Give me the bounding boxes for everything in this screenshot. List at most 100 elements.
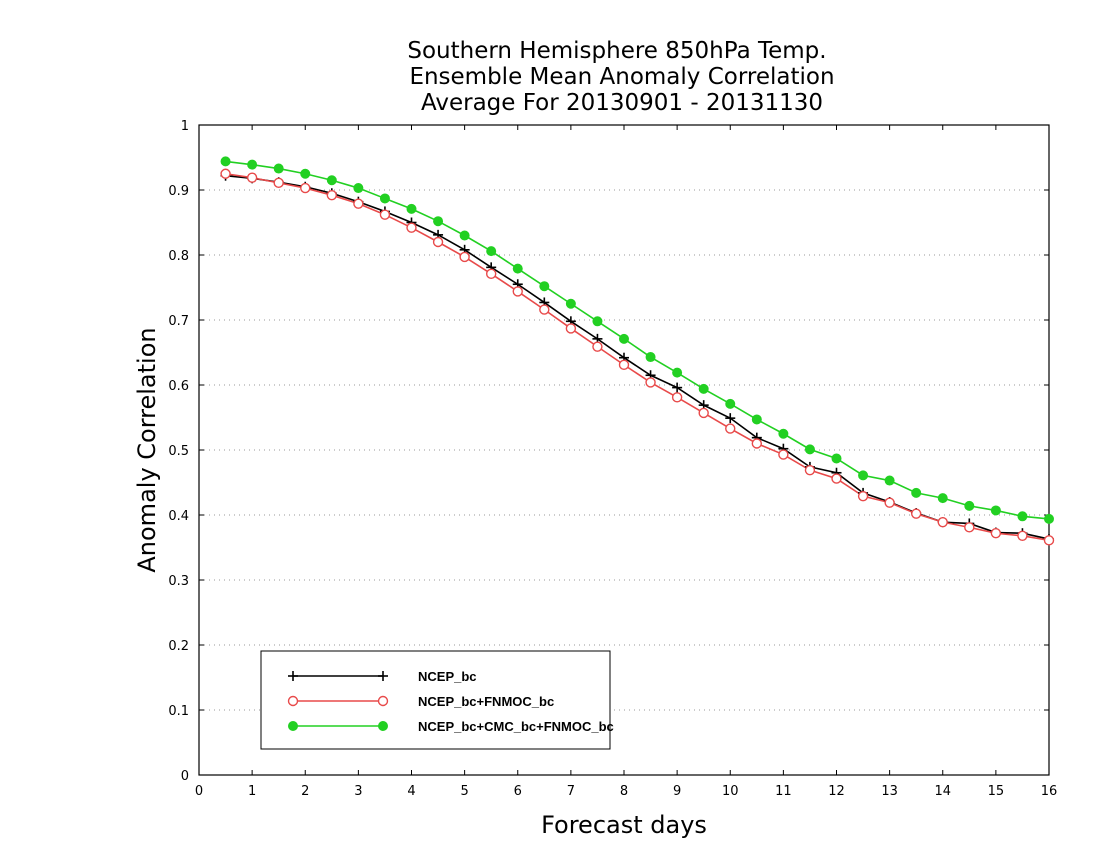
data-point bbox=[751, 438, 763, 449]
data-point bbox=[406, 203, 417, 214]
data-point bbox=[592, 341, 603, 352]
legend-marker bbox=[288, 671, 298, 681]
y-tick-label: 0.4 bbox=[168, 509, 189, 524]
x-tick-label: 1 bbox=[248, 784, 256, 799]
x-tick-label: 13 bbox=[881, 784, 898, 799]
data-point bbox=[645, 352, 656, 363]
legend-label-2: NCEP_bc+CMC_bc+FNMOC_bc bbox=[418, 719, 614, 734]
data-point bbox=[937, 493, 948, 504]
y-tick-label: 0.3 bbox=[168, 574, 189, 589]
data-point bbox=[725, 423, 736, 434]
data-point bbox=[1017, 530, 1028, 541]
x-tick-label: 4 bbox=[407, 784, 415, 799]
x-axis-label: Forecast days bbox=[541, 811, 707, 839]
chart-title: Southern Hemisphere 850hPa Temp. Ensembl… bbox=[407, 38, 834, 116]
data-point bbox=[858, 470, 869, 481]
series-line-1 bbox=[225, 172, 1050, 542]
data-point bbox=[326, 175, 337, 186]
x-tick-label: 2 bbox=[301, 784, 309, 799]
data-point bbox=[592, 316, 603, 327]
data-point bbox=[937, 516, 948, 528]
data-point bbox=[326, 189, 338, 201]
legend-label-1: NCEP_bc+FNMOC_bc bbox=[418, 694, 554, 709]
x-tick-label: 11 bbox=[775, 784, 792, 799]
x-tick-label: 14 bbox=[934, 784, 951, 799]
data-point bbox=[964, 522, 975, 533]
data-point bbox=[539, 304, 550, 315]
legend-marker bbox=[377, 695, 389, 707]
chart-title-line-1: Southern Hemisphere 850hPa Temp. bbox=[407, 38, 826, 64]
x-tick-label: 8 bbox=[620, 784, 628, 799]
y-axis-label: Anomaly Correlation bbox=[133, 327, 161, 572]
series-markers-0 bbox=[220, 170, 1054, 545]
data-point bbox=[831, 453, 842, 464]
data-point bbox=[432, 236, 444, 248]
grid-lines bbox=[199, 189, 1049, 711]
data-point bbox=[406, 222, 417, 233]
data-point bbox=[778, 428, 789, 439]
data-point bbox=[1017, 511, 1028, 522]
data-point bbox=[486, 246, 497, 257]
data-point bbox=[512, 263, 523, 274]
x-tick-label: 0 bbox=[195, 784, 203, 799]
data-point bbox=[672, 382, 683, 393]
data-point bbox=[619, 333, 629, 344]
x-tick-label: 12 bbox=[828, 784, 845, 799]
data-point bbox=[698, 383, 709, 394]
data-point bbox=[300, 182, 311, 194]
data-point bbox=[672, 367, 683, 378]
y-tick-label: 0.6 bbox=[168, 379, 189, 394]
data-point bbox=[353, 198, 364, 209]
data-point bbox=[539, 281, 550, 292]
x-tick-label: 6 bbox=[514, 784, 522, 799]
data-point bbox=[911, 487, 922, 498]
data-point bbox=[433, 216, 444, 227]
data-point bbox=[246, 172, 258, 183]
series-group bbox=[220, 156, 1055, 546]
data-point bbox=[778, 449, 789, 460]
series-markers-2 bbox=[220, 156, 1054, 524]
y-tick-label: 0.8 bbox=[168, 249, 189, 264]
series-markers-1 bbox=[220, 168, 1055, 546]
data-point bbox=[565, 298, 576, 309]
x-tick-label: 7 bbox=[567, 784, 575, 799]
y-tick-label: 0.1 bbox=[168, 704, 189, 719]
legend-marker bbox=[288, 721, 298, 731]
data-point bbox=[485, 268, 497, 280]
data-point bbox=[459, 251, 470, 263]
x-tick-label: 3 bbox=[354, 784, 362, 799]
data-point bbox=[990, 528, 1002, 539]
y-tick-label: 0.2 bbox=[168, 639, 189, 654]
legend-marker bbox=[378, 721, 388, 731]
data-point bbox=[512, 286, 523, 297]
chart-title-line-2: Ensemble Mean Anomaly Correlation bbox=[409, 64, 834, 90]
data-point bbox=[698, 407, 709, 419]
data-point bbox=[964, 500, 975, 511]
data-point bbox=[884, 497, 895, 508]
data-point bbox=[379, 209, 391, 220]
data-point bbox=[459, 230, 470, 241]
data-point bbox=[857, 490, 869, 502]
data-point bbox=[751, 414, 762, 425]
data-point bbox=[910, 508, 922, 519]
data-point bbox=[725, 413, 736, 424]
data-point bbox=[804, 464, 816, 476]
x-tick-label: 15 bbox=[988, 784, 1005, 799]
data-point bbox=[273, 177, 284, 189]
data-point bbox=[831, 473, 842, 484]
data-point bbox=[220, 156, 231, 167]
legend-marker bbox=[378, 671, 388, 681]
data-point bbox=[379, 193, 390, 204]
data-point bbox=[353, 183, 364, 194]
data-point bbox=[565, 323, 577, 334]
data-point bbox=[1043, 535, 1055, 546]
y-tick-label: 0.7 bbox=[168, 314, 189, 329]
series-line-0 bbox=[225, 174, 1050, 540]
chart-title-line-3: Average For 20130901 - 20131130 bbox=[421, 90, 823, 116]
x-tick-label: 10 bbox=[722, 784, 739, 799]
data-point bbox=[300, 168, 311, 179]
x-tick-label: 9 bbox=[673, 784, 681, 799]
series-line-2 bbox=[225, 160, 1050, 520]
data-point bbox=[273, 163, 284, 174]
y-tick-label: 0.9 bbox=[168, 184, 189, 199]
